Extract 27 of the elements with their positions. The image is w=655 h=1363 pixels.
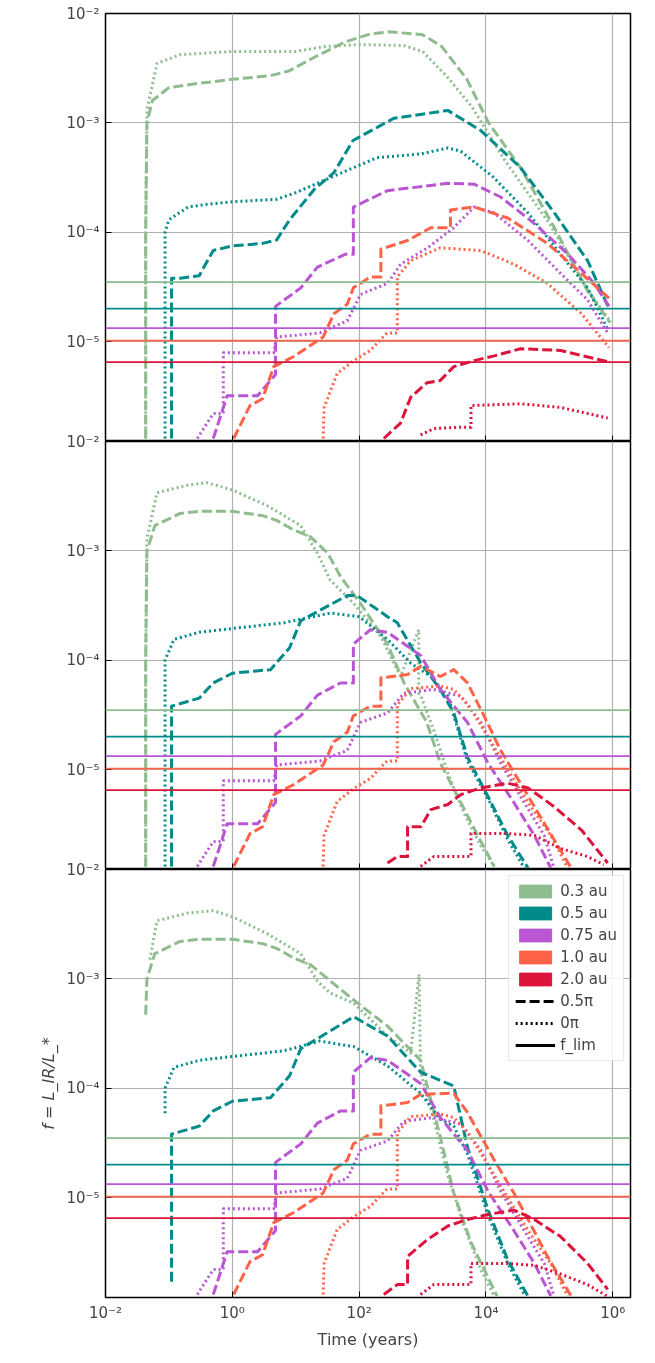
y-tick-label: 10⁻⁴ — [66, 223, 100, 242]
x-tick-label: 10⁶ — [600, 1303, 626, 1322]
y-tick-label: 10⁻⁵ — [66, 760, 100, 779]
y-tick-label: 10⁻² — [66, 860, 100, 879]
x-axis-title: Time (years) — [316, 1329, 419, 1349]
y-axis-title: f = L_IR/L_* — [39, 1037, 60, 1130]
y-tick-label: 10⁻⁵ — [66, 1188, 100, 1207]
legend-label: 1.0 au — [560, 948, 608, 966]
y-tick-label: 10⁻³ — [66, 541, 100, 560]
y-tick-label: 10⁻⁴ — [66, 1079, 100, 1098]
y-tick-label: 10⁻⁵ — [66, 332, 100, 351]
y-tick-label: 10⁻² — [66, 4, 100, 23]
annotation: 0.5π — [560, 992, 594, 1010]
annotation: f_lim — [560, 1036, 596, 1054]
legend-label: 0.5 au — [560, 904, 608, 922]
legend-label: 0.75 au — [560, 926, 617, 944]
legend-label: 0.3 au — [560, 882, 608, 900]
y-tick-label: 10⁻² — [66, 432, 100, 451]
x-tick-label: 10⁻² — [88, 1303, 123, 1322]
x-tick-label: 10⁴ — [473, 1303, 499, 1322]
x-tick-label: 10⁰ — [219, 1303, 245, 1322]
y-tick-label: 10⁻³ — [66, 113, 100, 132]
x-tick-label: 10² — [346, 1303, 372, 1322]
annotation: 0π — [560, 1014, 580, 1032]
legend-label: 2.0 au — [560, 970, 608, 988]
y-tick-label: 10⁻³ — [66, 969, 100, 988]
y-tick-label: 10⁻⁴ — [66, 651, 100, 670]
